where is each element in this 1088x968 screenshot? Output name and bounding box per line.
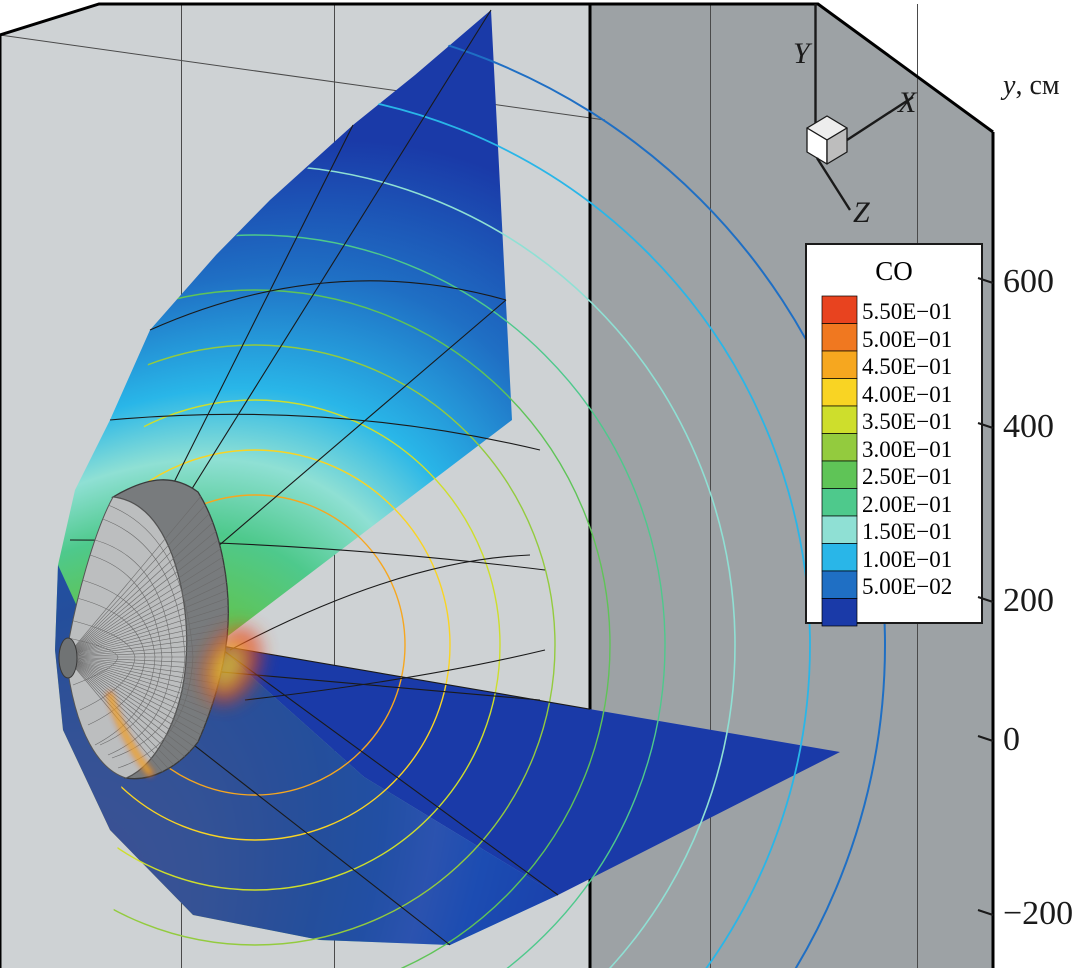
svg-text:200: 200 bbox=[1003, 582, 1054, 619]
svg-text:1.50E−01: 1.50E−01 bbox=[862, 519, 952, 544]
svg-text:4.00E−01: 4.00E−01 bbox=[862, 382, 952, 407]
svg-text:2.00E−01: 2.00E−01 bbox=[862, 492, 952, 517]
svg-text:Z: Z bbox=[853, 196, 870, 229]
svg-text:5.00E−01: 5.00E−01 bbox=[862, 327, 952, 352]
svg-text:4.50E−01: 4.50E−01 bbox=[862, 354, 952, 379]
svg-text:CO: CO bbox=[875, 256, 913, 286]
svg-text:3.00E−01: 3.00E−01 bbox=[862, 437, 952, 462]
svg-text:600: 600 bbox=[1003, 263, 1054, 300]
svg-text:1.00E−01: 1.00E−01 bbox=[862, 547, 952, 572]
svg-text:0: 0 bbox=[1003, 721, 1020, 758]
svg-text:5.00E−02: 5.00E−02 bbox=[862, 574, 952, 599]
svg-text:2.50E−01: 2.50E−01 bbox=[862, 464, 952, 489]
svg-text:3.50E−01: 3.50E−01 bbox=[862, 409, 952, 434]
svg-text:X: X bbox=[897, 86, 918, 119]
svg-text:y, см: y, см bbox=[1000, 70, 1060, 101]
svg-text:−200: −200 bbox=[1003, 895, 1073, 932]
svg-text:5.50E−01: 5.50E−01 bbox=[862, 299, 952, 324]
svg-text:400: 400 bbox=[1003, 408, 1054, 445]
